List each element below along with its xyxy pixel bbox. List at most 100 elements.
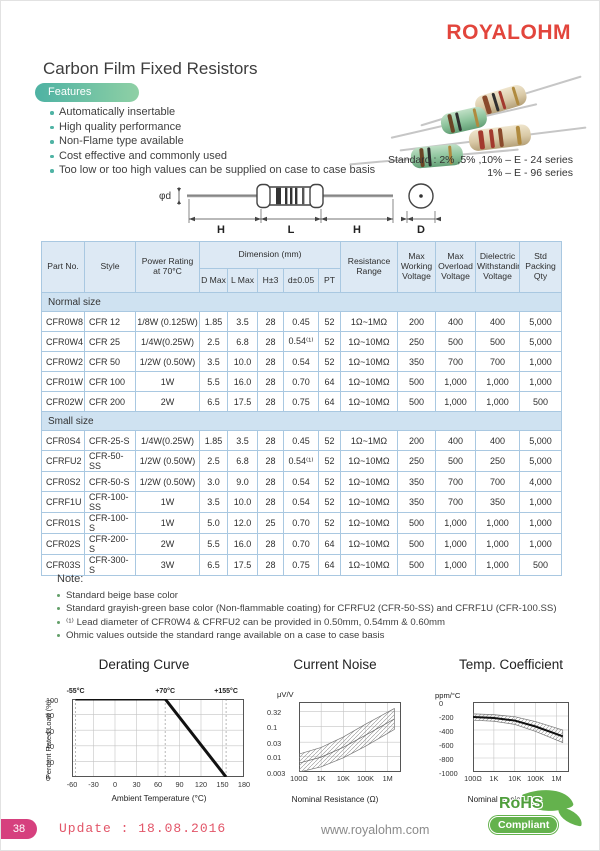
table-cell: 1.85	[199, 311, 228, 332]
drawing-label-h-right: H	[353, 224, 361, 236]
table-cell: CFR 12	[84, 311, 136, 332]
note-item: ⁽¹⁾ Lead diameter of CFR0W4 & CFRFU2 can…	[57, 616, 557, 629]
tick-label: 100Ω	[464, 774, 482, 783]
drawing-label-l: L	[288, 224, 295, 236]
col-header-style: Style	[84, 241, 136, 293]
table-cell: 28	[257, 554, 284, 576]
table-row: CFRF1U CFR-100-SS 1W 3.5 10.0 28 0.54 52 1Ω~10MΩ…	[41, 491, 563, 513]
table-cell: 1,000	[475, 533, 521, 555]
rohs-compliant-logo: RoHS Compliant	[485, 780, 585, 845]
table-cell: CFRF1U	[41, 491, 85, 513]
table-cell: 5.5	[199, 533, 228, 555]
table-cell: 400	[475, 311, 521, 332]
table-cell: 4,000	[519, 471, 563, 492]
table-cell: 1,000	[519, 491, 563, 513]
col-header-max-working: Max Working Voltage	[397, 241, 437, 293]
table-cell: 1,000	[435, 391, 477, 412]
x-tick-labels: -60 -30 0 30 60 90 120 150 180	[67, 780, 250, 790]
x-axis-label: Ambient Temperature (°C)	[111, 794, 207, 803]
tick-label: 10K	[336, 774, 350, 783]
table-cell: 0.54	[283, 351, 319, 372]
table-row: CFR0S4 CFR-25-S 1/4W(0.25W) 1.85 3.5 28 0.45 52…	[41, 430, 563, 451]
tick-label: 90	[175, 780, 184, 789]
table-cell: CFR-300-S	[84, 554, 136, 576]
tick-label: -400	[439, 726, 454, 736]
note-list: Standard beige base color Standard grayis…	[57, 589, 557, 643]
table-cell: 0.70	[283, 533, 319, 555]
table-cell: 1W	[135, 371, 200, 392]
tick-label: -800	[439, 754, 454, 764]
chart-title: Current Noise	[293, 657, 377, 672]
table-cell: 3.5	[199, 351, 228, 372]
annotation-row: -55°C +70°C +155°C	[67, 688, 244, 698]
table-cell: 12.0	[227, 512, 258, 534]
table-cell: 500	[475, 331, 521, 352]
table-cell: CFR 50	[84, 351, 136, 372]
col-header-max-overload: Max Overload Voltage	[435, 241, 477, 293]
rohs-compliant-text: Compliant	[489, 816, 559, 834]
table-cell: 0.70	[283, 512, 319, 534]
table-cell: CFRFU2	[41, 450, 85, 472]
table-row: CFR0W2 CFR 50 1/2W (0.50W) 3.5 10.0 28 0.54 52 1…	[41, 351, 563, 372]
table-cell: 200	[397, 430, 437, 451]
table-cell: 1Ω~10MΩ	[340, 371, 399, 392]
tick-label: 100K	[527, 774, 545, 783]
table-cell: 1Ω~10MΩ	[340, 491, 399, 513]
table-cell: 28	[257, 351, 284, 372]
table-cell: 1Ω~1MΩ	[340, 430, 399, 451]
table-cell: 1,000	[519, 371, 563, 392]
table-cell: 2W	[135, 533, 200, 555]
leaf-icon	[555, 806, 585, 827]
table-cell: 0.54	[283, 491, 319, 513]
tick-label: 1K	[316, 774, 326, 783]
col-header-h: H±3	[257, 268, 284, 293]
table-cell: 28	[257, 533, 284, 555]
table-cell: 9.0	[227, 471, 258, 492]
table-cell: 1,000	[435, 554, 477, 576]
col-header-pt: PT	[317, 268, 342, 293]
table-cell: 1.85	[199, 430, 228, 451]
website-link[interactable]: www.royalohm.com	[321, 823, 430, 837]
table-cell: 6.5	[199, 554, 228, 576]
table-cell: 25	[257, 512, 284, 534]
table-cell: 64	[317, 554, 342, 576]
features-list: Automatically insertable High quality per…	[49, 105, 375, 178]
feature-item: Cost effective and commonly used	[49, 149, 375, 164]
table-cell: CFR-25-S	[84, 430, 136, 451]
tick-label: 180	[237, 780, 251, 789]
tick-label: 80	[46, 711, 55, 721]
table-cell: 52	[317, 351, 342, 372]
table-cell: 64	[317, 533, 342, 555]
derating-plot	[71, 697, 245, 778]
current-noise-chart: Current Noise μV/V 0.32 0.1 0.03 0.01 0.003 …	[259, 657, 411, 809]
table-cell: 6.8	[227, 450, 258, 472]
drawing-label-h-left: H	[217, 224, 225, 236]
table-cell: 1Ω~10MΩ	[340, 391, 399, 412]
table-cell: CFR 200	[84, 391, 136, 412]
table-row: CFR02W CFR 200 2W 6.5 17.5 28 0.75 64 1Ω~10MΩ 500…	[41, 391, 563, 412]
table-cell: 0.45	[283, 430, 319, 451]
table-cell: 52	[317, 450, 342, 472]
table-cell: 0.75	[283, 554, 319, 576]
table-cell: 1,000	[519, 533, 563, 555]
table-cell: CFR01W	[41, 371, 85, 392]
table-cell: 1Ω~10MΩ	[340, 450, 399, 472]
table-cell: 200	[397, 311, 437, 332]
chart-title: Temp. Coefficient	[458, 657, 564, 672]
table-row: CFR03S CFR-300-S 3W 6.5 17.5 28 0.75 64 1Ω~10MΩ 5…	[41, 554, 563, 576]
table-cell: CFR0S4	[41, 430, 85, 451]
table-cell: 10.0	[227, 491, 258, 513]
tick-label: +155°C	[214, 688, 238, 695]
col-header-dielectric: Dielectric Withstanding Voltage	[475, 241, 521, 293]
tick-label: 150	[216, 780, 229, 789]
table-cell: 500	[397, 533, 437, 555]
table-section-row: Normal size	[40, 292, 563, 312]
table-cell: 28	[257, 391, 284, 412]
table-cell: 700	[475, 351, 521, 372]
note-item: Ohmic values outside the standard range …	[57, 629, 557, 642]
feature-item: Automatically insertable	[49, 105, 375, 120]
table-cell: 5,000	[519, 311, 563, 332]
rohs-text: RoHS	[499, 795, 543, 812]
derating-curve-chart: Derating Curve Percent Rated Load (%) -5…	[34, 657, 254, 809]
tick-label: 20	[46, 757, 55, 767]
